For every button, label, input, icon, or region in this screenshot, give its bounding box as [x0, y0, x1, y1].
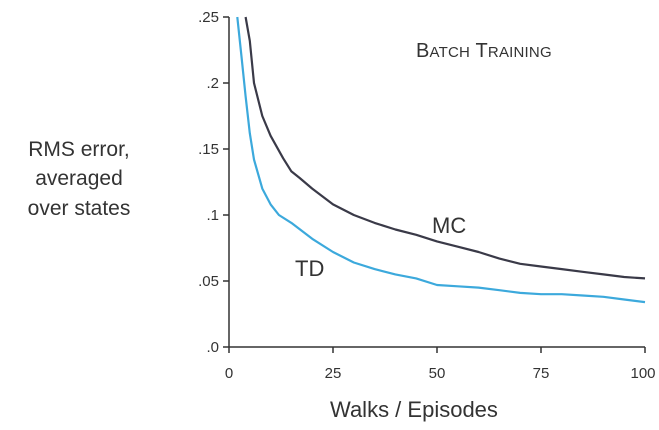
y-tick-label: .15 — [198, 141, 219, 158]
y-ticks: .0 .05 .1 .15 .2 .25 — [198, 9, 229, 356]
y-axis-label-line-1: RMS error, — [28, 138, 130, 161]
x-tick-label: 100 — [630, 365, 655, 382]
x-axis-label: Walks / Episodes — [330, 397, 498, 422]
y-axis-label-line-3: over states — [27, 196, 131, 220]
x-tick-label: 25 — [325, 365, 342, 382]
y-tick-label: .25 — [198, 9, 219, 26]
y-axis-label-line-2: averaged — [35, 167, 123, 191]
x-ticks: 0 25 50 75 100 — [225, 347, 656, 382]
y-axis-label: RMS error, averaged over states — [4, 135, 154, 223]
chart-title: BATCH TRAINING — [416, 40, 552, 62]
y-tick-label: .2 — [206, 75, 219, 92]
series-label-mc: MC — [432, 213, 466, 238]
series-line-td — [236, 16, 646, 304]
x-tick-label: 0 — [225, 365, 233, 382]
y-tick-label: .0 — [206, 339, 219, 356]
y-tick-label: .1 — [206, 207, 219, 224]
series-lines — [236, 16, 646, 304]
series-label-td: TD — [295, 256, 324, 281]
x-tick-label: 50 — [429, 365, 446, 382]
x-tick-label: 75 — [533, 365, 550, 382]
series-line-mc — [244, 16, 646, 280]
y-tick-label: .05 — [198, 273, 219, 290]
